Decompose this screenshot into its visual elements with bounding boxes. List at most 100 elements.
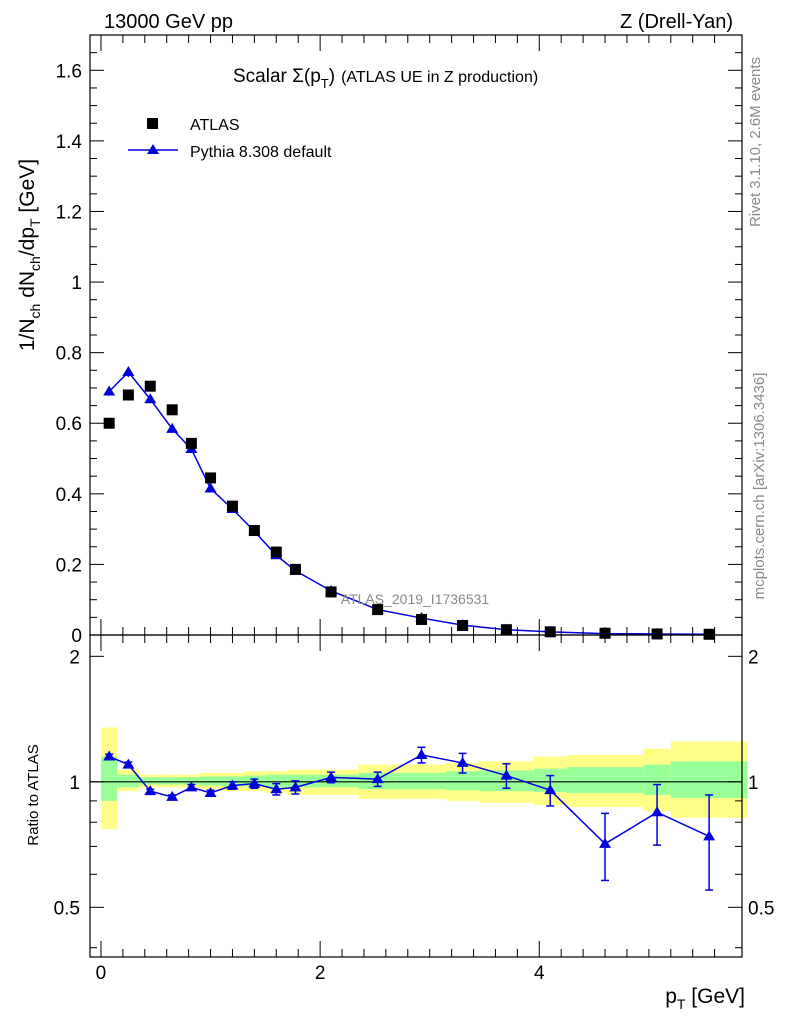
legend-data-label: ATLAS <box>190 117 240 134</box>
ratio-panel: 0.5 0.5 1 1 2 2 0 2 4 Ratio to ATLAS pT [GeV] <box>25 634 774 1012</box>
ratio-point <box>544 784 557 795</box>
ylabel-part-c: /dp <box>16 227 39 256</box>
atlas-data-point <box>205 472 217 484</box>
ratio-point <box>103 750 116 761</box>
data-uncertainty-band-inner <box>139 777 162 785</box>
mcplots-text: mcplots.cern.ch [arXiv:1306.3436] <box>751 373 768 600</box>
ratio-point <box>325 771 338 782</box>
legend: ATLAS Pythia 8.308 default <box>128 117 332 161</box>
ratio-plot-area <box>90 727 748 891</box>
ratio-axes: 0.5 0.5 1 1 2 2 0 2 4 <box>54 635 774 984</box>
ratio-point <box>122 758 135 769</box>
ratio-point <box>500 769 513 780</box>
ylabel-part-a: 1/N <box>16 318 39 351</box>
atlas-data-point <box>415 613 427 625</box>
main-axes: 0 0.2 0.4 0.6 0.8 1 1.2 1.4 1.6 <box>56 34 742 647</box>
legend-mc-marker <box>147 144 159 154</box>
main-y-tick-label: 1.6 <box>56 61 82 82</box>
ratio-y-tick-label-right: 0.5 <box>748 898 774 919</box>
plot-title-main: Scalar Σ(p <box>233 66 321 87</box>
data-uncertainty-band-inner <box>161 777 184 785</box>
plot-title-rest: (ATLAS UE in Z production) <box>341 69 538 86</box>
ratio-point <box>185 781 198 792</box>
atlas-data-point <box>651 628 663 640</box>
ratio-point <box>703 830 716 841</box>
data-uncertainty-band-inner <box>100 756 118 801</box>
main-y-tick-label: 0.8 <box>56 344 82 365</box>
plot-title-close: ) <box>329 66 335 87</box>
ratio-point <box>289 781 302 792</box>
data-uncertainty-band-inner <box>446 771 480 791</box>
ratio-y-tick-label-right: 2 <box>748 647 759 668</box>
atlas-data-point <box>122 389 134 401</box>
ylabel-part-b: dN <box>16 271 39 304</box>
main-y-tick-label: 0.2 <box>56 555 82 576</box>
ratio-point <box>144 785 157 796</box>
atlas-data-point <box>185 437 197 449</box>
plot-title: Scalar Σ(pT) (ATLAS UE in Z production) <box>233 66 538 91</box>
ratio-point <box>651 806 664 817</box>
ratio-point <box>248 777 261 788</box>
header-left: 13000 GeV pp <box>104 11 233 33</box>
main-y-tick-label: 1 <box>71 273 82 294</box>
ylabel-sub-a: ch <box>27 304 43 319</box>
ratio-point <box>270 783 283 794</box>
ratio-point <box>204 787 217 798</box>
mc-point <box>122 366 135 377</box>
mc-point <box>103 385 116 396</box>
ratio-point <box>415 748 428 759</box>
analysis-watermark: ATLAS_2019_I1736531 <box>341 591 490 607</box>
data-uncertainty-band-inner <box>265 774 288 788</box>
x-axis-label: pT [GeV] <box>665 985 745 1012</box>
ratio-y-tick-label-left: 1 <box>69 773 80 794</box>
ratio-y-tick-label-left: 2 <box>69 647 80 668</box>
ratio-point <box>456 756 469 767</box>
data-uncertainty-band-inner <box>183 777 200 785</box>
main-panel: 00.20.40.60.811.21.41.6 Scalar Σ(pT) (ATL… <box>16 34 743 647</box>
atlas-data-point <box>166 404 178 416</box>
atlas-data-point <box>248 525 260 537</box>
atlas-data-point <box>372 604 384 616</box>
atlas-data-point <box>144 380 156 392</box>
mc-point <box>166 422 179 433</box>
atlas-data-point <box>103 417 115 429</box>
main-y-tick-label: 0.4 <box>56 485 83 506</box>
mc-point <box>204 482 217 493</box>
data-uncertainty-band-inner <box>566 767 644 794</box>
ratio-panel-frame <box>89 634 743 958</box>
data-uncertainty-band-inner <box>670 761 748 798</box>
plot-title-sub: T <box>321 76 329 91</box>
data-uncertainty-band-inner <box>396 772 447 790</box>
atlas-data-point <box>703 628 715 640</box>
ylabel-sub-b: ch <box>27 256 43 271</box>
atlas-data-point <box>289 563 301 575</box>
ratio-point <box>371 773 384 784</box>
main-y-tick-label: 1.4 <box>56 132 83 153</box>
legend-data-marker <box>147 118 158 129</box>
main-panel-frame <box>89 34 743 636</box>
legend-mc-label: Pythia 8.308 default <box>190 144 332 161</box>
main-y-tick-label: 0.6 <box>56 414 82 435</box>
atlas-data-point <box>325 586 337 598</box>
x-tick-label: 2 <box>315 963 326 984</box>
atlas-data-point <box>457 619 469 631</box>
ratio-y-tick-label-right: 1 <box>748 773 759 794</box>
rivet-version-text: Rivet 3.1.10, 2.6M events <box>747 57 764 227</box>
ratio-y-tick-label-left: 0.5 <box>54 898 80 919</box>
x-tick-label: 0 <box>96 963 107 984</box>
data-uncertainty-band-inner <box>199 776 222 786</box>
ratio-point <box>226 779 239 790</box>
xlabel-main: p <box>665 985 677 1008</box>
atlas-data-point <box>226 500 238 512</box>
header-right: Z (Drell-Yan) <box>620 11 733 33</box>
ratio-point <box>599 837 612 848</box>
ratio-y-label: Ratio to ATLAS <box>25 744 42 845</box>
data-uncertainty-band-inner <box>117 774 140 788</box>
atlas-data-point <box>270 546 282 558</box>
main-y-label: 1/Nch dNch/dpT [GeV] <box>16 159 43 351</box>
atlas-data-point <box>500 624 512 636</box>
ylabel-part-d: [GeV] <box>16 159 39 219</box>
ylabel-sub-c: T <box>27 218 43 227</box>
x-tick-label: 4 <box>534 963 545 984</box>
